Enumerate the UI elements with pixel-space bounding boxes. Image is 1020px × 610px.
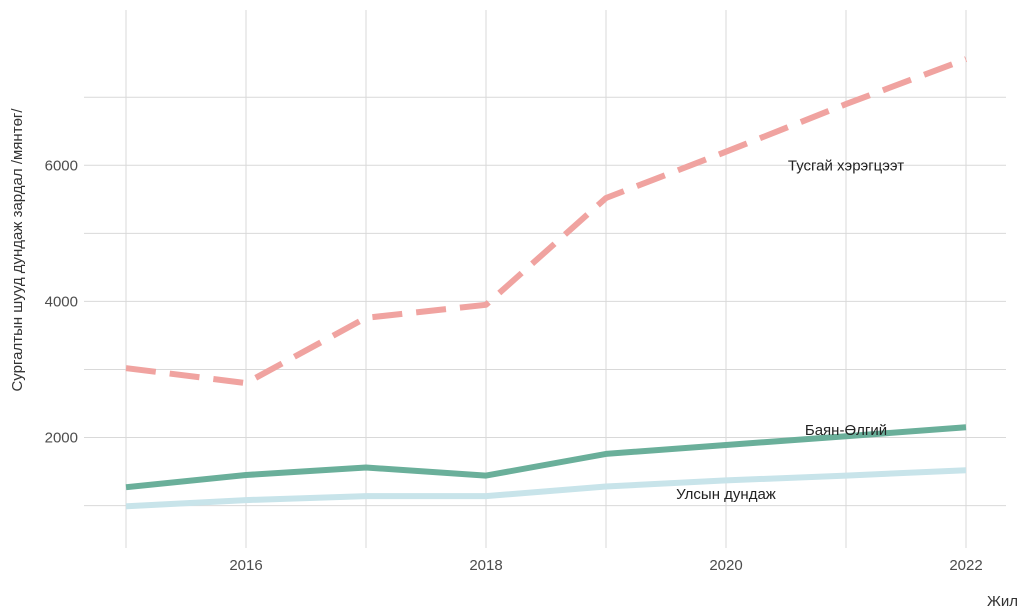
x-tick-label: 2018 <box>469 557 502 574</box>
series-labels: Тусгай хэрэгцээт Баян-Өлгий Улсын дундаж <box>676 157 904 503</box>
y-axis-label: Сургалтын шууд дундаж зардал /мянтөг/ <box>9 108 26 392</box>
y-tick-label: 6000 <box>45 157 78 174</box>
series-line <box>125 424 967 491</box>
series-label: Баян-Өлгий <box>805 422 887 439</box>
series-line <box>125 467 967 510</box>
x-axis-label: Жил <box>987 593 1018 610</box>
y-tick-label: 4000 <box>45 293 78 310</box>
y-tick-label: 2000 <box>45 430 78 447</box>
series-line <box>125 56 968 387</box>
series-label: Улсын дундаж <box>676 486 776 503</box>
series-lines <box>125 56 968 510</box>
x-tick-label: 2022 <box>949 557 982 574</box>
x-tick-label: 2020 <box>709 557 742 574</box>
series-label: Тусгай хэрэгцээт <box>788 157 904 174</box>
tick-labels: 2016 2018 2020 2022 2000 4000 6000 <box>45 157 983 574</box>
x-tick-label: 2016 <box>229 557 262 574</box>
